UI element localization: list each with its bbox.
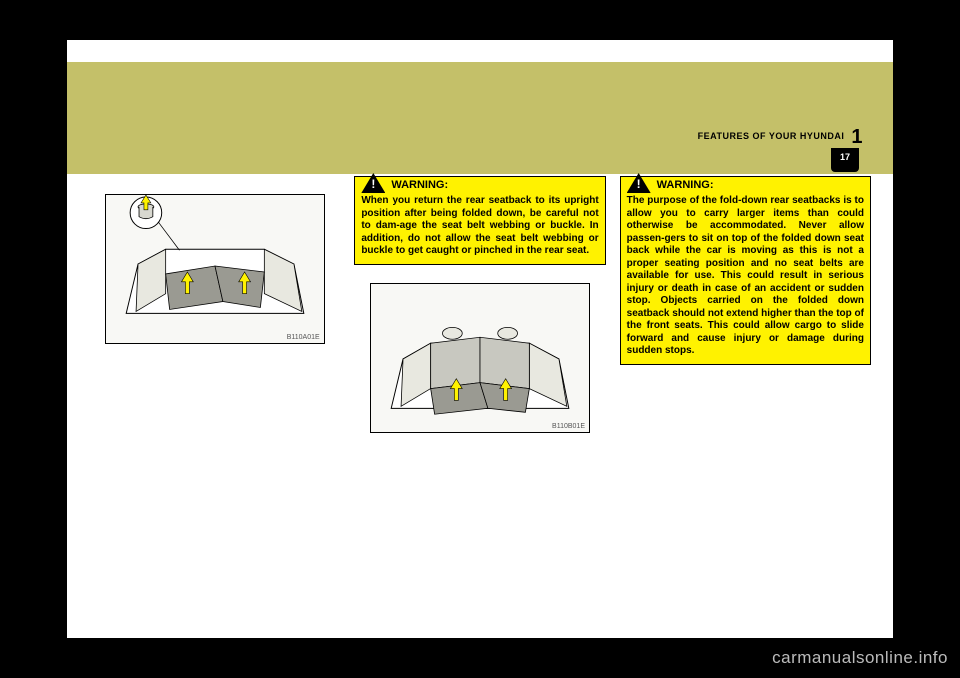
page-number: 17	[840, 152, 850, 162]
warning-title: WARNING:	[657, 179, 714, 193]
watermark: carmanualsonline.info	[772, 648, 948, 668]
seat-illustration	[106, 195, 324, 343]
content-columns: B110A01E WARNING: When you return the re…	[67, 176, 893, 433]
warning-text-right: The purpose of the fold-down rear seatba…	[627, 195, 864, 358]
warning-text-middle: When you return the rear seatback to its…	[361, 195, 598, 258]
section-header: FEATURES OF YOUR HYUNDAI 1	[698, 126, 863, 149]
page-number-tab: 17	[831, 148, 859, 172]
warning-box-middle: WARNING: When you return the rear seatba…	[354, 176, 605, 265]
warning-header: WARNING:	[627, 173, 864, 193]
section-number: 1	[851, 126, 863, 148]
warning-icon	[627, 173, 651, 193]
warning-header: WARNING:	[361, 173, 598, 193]
section-label: FEATURES OF YOUR HYUNDAI	[698, 131, 845, 141]
manual-page: FEATURES OF YOUR HYUNDAI 1 17	[67, 40, 893, 638]
column-middle: WARNING: When you return the rear seatba…	[354, 176, 605, 433]
column-left: B110A01E	[89, 176, 340, 433]
figure-seat-fold: B110A01E	[105, 194, 325, 344]
figure-label-left: B110A01E	[287, 334, 320, 341]
warning-box-right: WARNING: The purpose of the fold-down re…	[620, 176, 871, 365]
header-band	[67, 62, 893, 174]
warning-icon	[361, 173, 385, 193]
seat-illustration-2	[371, 284, 589, 432]
figure-seat-upright: B110B01E	[370, 283, 590, 433]
column-right: WARNING: The purpose of the fold-down re…	[620, 176, 871, 433]
figure-label-middle: B110B01E	[552, 423, 585, 430]
warning-title: WARNING:	[391, 179, 448, 193]
